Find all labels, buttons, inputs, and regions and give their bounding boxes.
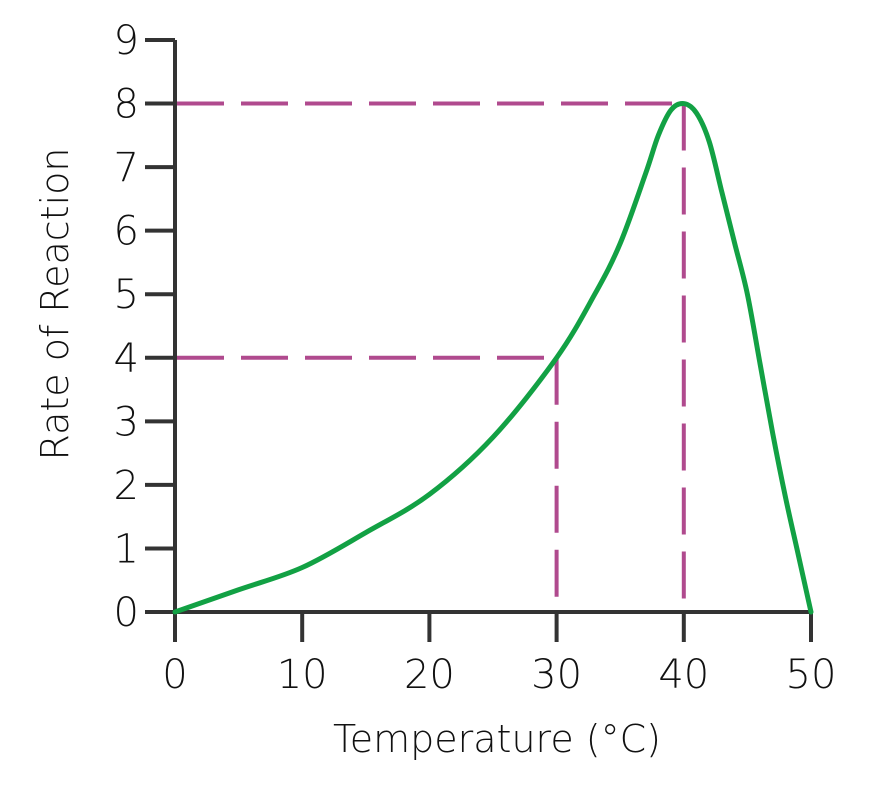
x-tick-label: 0 bbox=[162, 652, 187, 698]
y-tick-label: 9 bbox=[114, 18, 139, 64]
rate-curve bbox=[172, 100, 814, 615]
x-tick-label: 10 bbox=[277, 652, 328, 698]
y-tick-label: 4 bbox=[114, 336, 139, 382]
y-tick-label: 3 bbox=[114, 399, 139, 445]
y-tick-label: 8 bbox=[114, 82, 139, 128]
x-tick-label: 50 bbox=[786, 652, 837, 698]
y-tick-label: 6 bbox=[114, 209, 139, 255]
y-axis-ticks: 0 1 2 3 4 5 6 7 8 9 bbox=[114, 18, 175, 636]
x-tick-label: 30 bbox=[531, 652, 582, 698]
y-tick-label: 2 bbox=[114, 463, 139, 509]
y-tick-label: 7 bbox=[114, 145, 139, 191]
x-axis-title: Temperature (°C) bbox=[333, 717, 661, 761]
axes bbox=[145, 40, 811, 642]
y-axis-title: Rate of Reaction bbox=[33, 148, 77, 461]
dashed-guide-lines bbox=[177, 101, 686, 612]
x-axis-ticks: 0 10 20 30 40 50 bbox=[162, 612, 836, 698]
y-tick-label: 5 bbox=[114, 272, 139, 318]
y-tick-label: 1 bbox=[114, 526, 139, 572]
x-tick-label: 20 bbox=[404, 652, 455, 698]
x-tick-label: 40 bbox=[658, 652, 709, 698]
y-tick-label: 0 bbox=[114, 590, 139, 636]
